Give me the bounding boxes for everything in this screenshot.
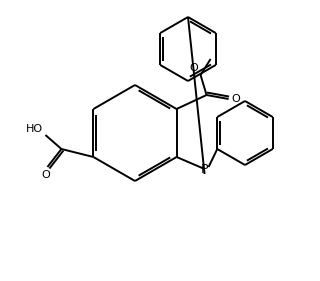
Text: O: O (41, 170, 50, 180)
Text: O: O (190, 63, 199, 73)
Text: HO: HO (26, 124, 44, 134)
Text: P: P (201, 162, 208, 176)
Text: O: O (232, 94, 240, 104)
